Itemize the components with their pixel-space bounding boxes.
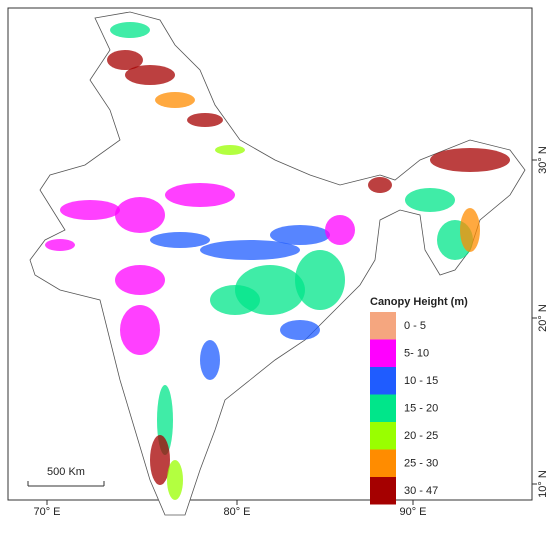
legend-swatch [370, 312, 396, 340]
legend-swatch [370, 422, 396, 450]
vegetation-patch [150, 232, 210, 248]
legend-swatch [370, 477, 396, 505]
legend-label: 25 - 30 [404, 457, 438, 469]
vegetation-patch [200, 340, 220, 380]
x-axis-label: 80° E [223, 506, 250, 518]
vegetation-patch [295, 250, 345, 310]
vegetation-patch [167, 460, 183, 500]
legend-label: 10 - 15 [404, 375, 438, 387]
legend-label: 20 - 25 [404, 430, 438, 442]
vegetation-patch [430, 148, 510, 172]
vegetation-patch [210, 285, 260, 315]
legend-title: Canopy Height (m) [370, 296, 468, 308]
legend-label: 30 - 47 [404, 485, 438, 497]
vegetation-patch [155, 92, 195, 108]
legend-swatch [370, 394, 396, 422]
vegetation-patch [405, 188, 455, 212]
x-axis-label: 90° E [399, 506, 426, 518]
vegetation-patch [125, 65, 175, 85]
legend-label: 0 - 5 [404, 320, 426, 332]
y-axis-label: 20° N [537, 304, 549, 332]
vegetation-patch [215, 145, 245, 155]
scale-bar-label: 500 Km [47, 466, 85, 478]
legend-label: 5- 10 [404, 347, 429, 359]
vegetation-patch [107, 50, 143, 70]
y-axis-label: 30° N [537, 146, 549, 174]
vegetation-patch [120, 305, 160, 355]
vegetation-patch [115, 197, 165, 233]
y-axis-label: 10° N [537, 470, 549, 498]
legend-swatch [370, 339, 396, 367]
vegetation-patch [165, 183, 235, 207]
legend-label: 15 - 20 [404, 402, 438, 414]
vegetation-patch [60, 200, 120, 220]
vegetation-patch [460, 208, 480, 252]
vegetation-patch [115, 265, 165, 295]
vegetation-patch [45, 239, 75, 251]
vegetation-patch [325, 215, 355, 245]
x-axis-label: 70° E [33, 506, 60, 518]
vegetation-patch [368, 177, 392, 193]
legend-swatch [370, 367, 396, 395]
india-outline [29, 11, 526, 516]
map-frame [7, 7, 533, 501]
vegetation-patch [110, 22, 150, 38]
legend-swatch [370, 449, 396, 477]
vegetation-patch [270, 225, 330, 245]
vegetation-patch [200, 240, 300, 260]
vegetation-patch [187, 113, 223, 127]
vegetation-patch [280, 320, 320, 340]
vegetation-patch [150, 435, 170, 485]
